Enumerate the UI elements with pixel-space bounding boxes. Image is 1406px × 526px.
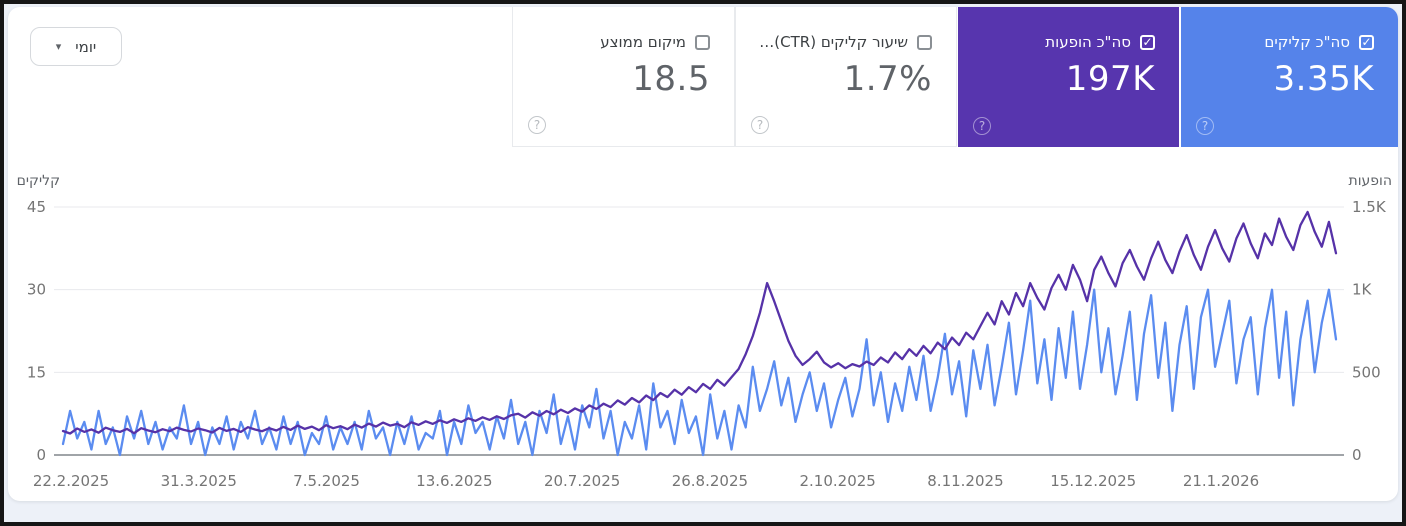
card-head: מיקום ממוצע (513, 7, 734, 51)
granularity-label: יומי (75, 37, 97, 56)
metric-label: סה"כ קליקים (1264, 33, 1350, 51)
svg-text:31.3.2025: 31.3.2025 (161, 472, 237, 490)
card-head: שיעור קליקים (CTR)… (736, 7, 956, 51)
card-head: ✓ סה"כ הופעות (958, 7, 1179, 51)
metric-card-total-impressions[interactable]: ✓ סה"כ הופעות 197K ? (958, 7, 1179, 147)
metric-cards-row: מיקום ממוצע 18.5 ? שיעור קליקים (CTR)… 1… (8, 7, 1398, 147)
help-icon[interactable]: ? (528, 116, 546, 134)
performance-line-chart[interactable]: 45 1.5K 30 1K 15 500 0 0 קליקים הופעות 22.2.2025 31… (8, 7, 1398, 501)
metric-label: מיקום ממוצע (600, 33, 686, 51)
svg-text:15.12.2025: 15.12.2025 (1050, 472, 1136, 490)
svg-text:21.1.2026: 21.1.2026 (1183, 472, 1259, 490)
checkbox-average-position[interactable] (695, 34, 710, 50)
svg-text:22.2.2025: 22.2.2025 (33, 472, 109, 490)
metric-label: סה"כ הופעות (1045, 33, 1131, 51)
metric-card-average-position[interactable]: מיקום ממוצע 18.5 ? (512, 7, 735, 147)
performance-panel: יומי ▾ מיקום ממוצע 18.5 ? שיעור קליקים (… (8, 7, 1398, 501)
svg-text:26.8.2025: 26.8.2025 (672, 472, 748, 490)
svg-text:500: 500 (1352, 363, 1381, 381)
svg-text:קליקים: קליקים (17, 173, 60, 189)
metric-value: 3.35K (1273, 59, 1374, 99)
svg-text:1K: 1K (1352, 281, 1373, 299)
svg-text:15: 15 (27, 363, 46, 381)
svg-text:7.5.2025: 7.5.2025 (293, 472, 360, 490)
metric-value: 197K (1065, 59, 1155, 99)
svg-text:הופעות: הופעות (1349, 173, 1392, 189)
chevron-down-icon: ▾ (55, 40, 62, 53)
checkbox-ctr[interactable] (917, 34, 932, 50)
svg-text:45: 45 (27, 198, 46, 216)
help-icon[interactable]: ? (973, 117, 991, 135)
metric-label: שיעור קליקים (CTR)… (759, 33, 908, 51)
help-icon[interactable]: ? (1196, 117, 1214, 135)
svg-text:13.6.2025: 13.6.2025 (416, 472, 492, 490)
metric-card-total-clicks[interactable]: ✓ סה"כ קליקים 3.35K ? (1181, 7, 1398, 147)
svg-text:20.7.2025: 20.7.2025 (544, 472, 620, 490)
svg-text:0: 0 (1352, 446, 1362, 464)
svg-text:8.11.2025: 8.11.2025 (927, 472, 1003, 490)
svg-text:1.5K: 1.5K (1352, 198, 1387, 216)
metric-card-ctr[interactable]: שיעור קליקים (CTR)… 1.7% ? (735, 7, 957, 147)
granularity-dropdown[interactable]: יומי ▾ (30, 27, 122, 66)
svg-text:0: 0 (36, 446, 46, 464)
check-icon: ✓ (1361, 35, 1372, 49)
metric-value: 18.5 (632, 59, 710, 99)
help-icon[interactable]: ? (751, 116, 769, 134)
checkbox-total-impressions[interactable]: ✓ (1140, 34, 1155, 50)
metric-value: 1.7% (843, 59, 932, 99)
svg-text:30: 30 (27, 281, 46, 299)
checkbox-total-clicks[interactable]: ✓ (1359, 34, 1374, 50)
card-head: ✓ סה"כ קליקים (1181, 7, 1398, 51)
check-icon: ✓ (1142, 35, 1153, 49)
svg-text:2.10.2025: 2.10.2025 (799, 472, 875, 490)
